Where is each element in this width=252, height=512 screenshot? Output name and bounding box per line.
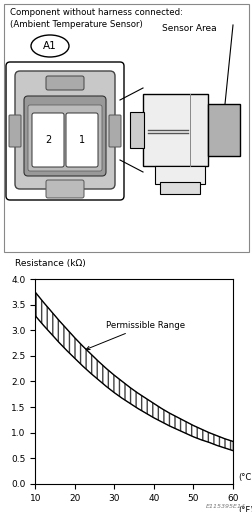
FancyBboxPatch shape: [28, 105, 102, 171]
FancyBboxPatch shape: [6, 62, 123, 200]
FancyBboxPatch shape: [32, 113, 64, 167]
Text: A1: A1: [43, 41, 57, 51]
FancyBboxPatch shape: [66, 113, 98, 167]
FancyBboxPatch shape: [24, 96, 106, 176]
FancyBboxPatch shape: [46, 76, 84, 90]
FancyBboxPatch shape: [9, 115, 21, 147]
Bar: [159, 182, 199, 194]
FancyBboxPatch shape: [46, 180, 84, 198]
Text: E115395E14: E115395E14: [205, 504, 244, 509]
Bar: [130, 112, 143, 148]
Text: Permissible Range: Permissible Range: [86, 321, 185, 350]
FancyBboxPatch shape: [15, 71, 115, 189]
Ellipse shape: [31, 35, 69, 57]
Bar: [142, 94, 207, 166]
Text: (Ambient Temperature Sensor): (Ambient Temperature Sensor): [10, 20, 142, 29]
Text: Component without harness connected:: Component without harness connected:: [10, 8, 182, 17]
Text: Resistance (kΩ): Resistance (kΩ): [15, 259, 86, 268]
Text: Sensor Area: Sensor Area: [161, 24, 216, 33]
Text: (°C): (°C): [238, 473, 252, 482]
Text: 2: 2: [45, 135, 51, 145]
Text: (°F): (°F): [238, 506, 252, 512]
Text: 1: 1: [79, 135, 85, 145]
Bar: [154, 166, 204, 184]
FancyBboxPatch shape: [109, 115, 120, 147]
Bar: [207, 104, 239, 156]
